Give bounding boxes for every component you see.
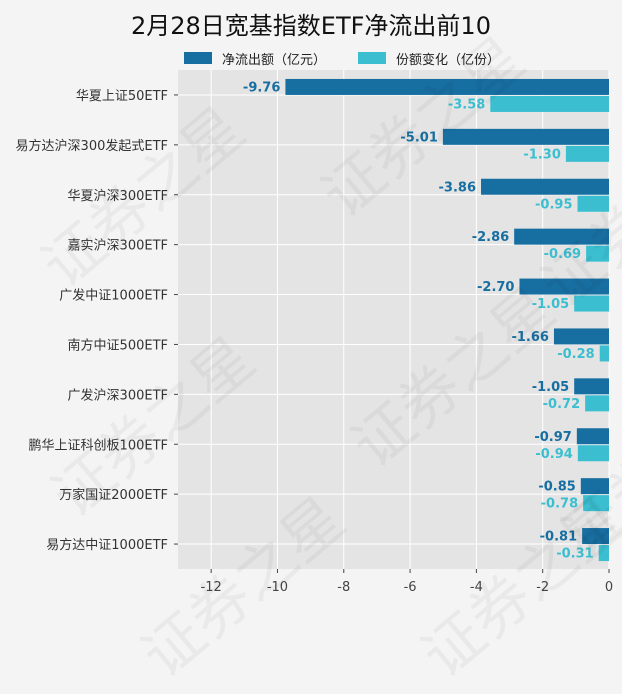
bar-net-outflow [519,278,609,295]
y-category-label: 易方达中证1000ETF [46,537,168,553]
bar-share-change [586,245,609,262]
bar-net-outflow [514,228,609,245]
y-category-label: 万家国证2000ETF [59,487,168,503]
legend-swatch-net-outflow [184,52,212,64]
data-label-net-outflow: -0.97 [534,430,571,445]
data-label-share-change: -0.28 [557,347,594,362]
y-category-label: 南方中证500ETF [68,337,168,353]
data-label-net-outflow: -2.86 [472,230,509,245]
legend-swatch-share-change [358,52,387,64]
data-label-share-change: -0.31 [556,547,593,562]
data-label-share-change: -0.69 [544,247,581,262]
bar-net-outflow [576,428,609,445]
data-label-net-outflow: -1.05 [532,380,569,395]
y-category-label: 广发中证1000ETF [59,288,168,304]
data-label-net-outflow: -2.70 [477,280,514,295]
legend-item-net-outflow: 净流出额（亿元） [184,49,326,68]
data-label-net-outflow: -0.85 [538,480,575,495]
legend-item-share-change: 份额变化（亿份） [358,49,500,68]
data-label-share-change: -1.30 [523,147,560,162]
data-label-share-change: -3.58 [448,97,485,112]
data-label-share-change: -0.94 [535,447,572,462]
x-tick-label: -8 [337,580,350,595]
bar-share-change [585,395,609,412]
bar-share-change [577,195,609,212]
y-category-label: 广发沪深300ETF [68,387,168,403]
x-tick-label: -6 [404,580,417,595]
legend-label-net-outflow: 净流出额（亿元） [222,52,327,68]
data-label-net-outflow: -9.76 [243,80,280,95]
y-category-label: 华夏上证50ETF [76,89,168,104]
bar-share-change [574,295,609,312]
x-tick-label: -2 [536,580,549,595]
data-label-net-outflow: -3.86 [439,180,476,195]
bar-net-outflow [580,478,609,495]
bar-net-outflow [285,78,609,95]
bar-share-change [598,545,609,562]
data-label-share-change: -0.95 [535,197,572,212]
x-tick-label: -10 [267,580,288,595]
data-label-share-change: -1.05 [532,297,569,312]
legend-label-share-change: 份额变化（亿份） [396,52,501,68]
bar-chart: -12 -10 -8 -6 -4 -2 0 华夏上证50ETF -9.76 -3.58 易方达沪深3… [16,70,613,595]
x-tick-label: 0 [605,580,613,595]
bar-net-outflow [442,128,609,145]
x-tick-label: -4 [470,580,483,595]
bar-net-outflow [553,328,609,345]
data-label-net-outflow: -5.01 [400,130,437,145]
bar-share-change [565,145,609,162]
bar-share-change [583,495,609,512]
y-category-label: 鹏华上证科创板100ETF [29,438,168,453]
plot-area [178,70,609,569]
data-label-share-change: -0.78 [541,497,578,512]
bar-share-change [490,95,609,112]
bar-net-outflow [481,178,609,195]
bar-net-outflow [582,528,609,545]
chart-title: 2月28日宽基指数ETF净流出前10 [131,12,491,40]
bar-net-outflow [574,378,609,395]
y-category-label: 易方达沪深300发起式ETF [16,138,168,154]
bar-share-change [599,345,609,362]
x-tick-label: -12 [201,580,222,595]
legend: 净流出额（亿元） 份额变化（亿份） [184,48,532,68]
y-category-label: 嘉实沪深300ETF [68,238,168,254]
bar-share-change [577,445,609,462]
data-label-net-outflow: -1.66 [511,330,548,345]
data-label-net-outflow: -0.81 [540,530,577,545]
y-category-label: 华夏沪深300ETF [68,188,168,204]
data-label-share-change: -0.72 [543,397,580,412]
